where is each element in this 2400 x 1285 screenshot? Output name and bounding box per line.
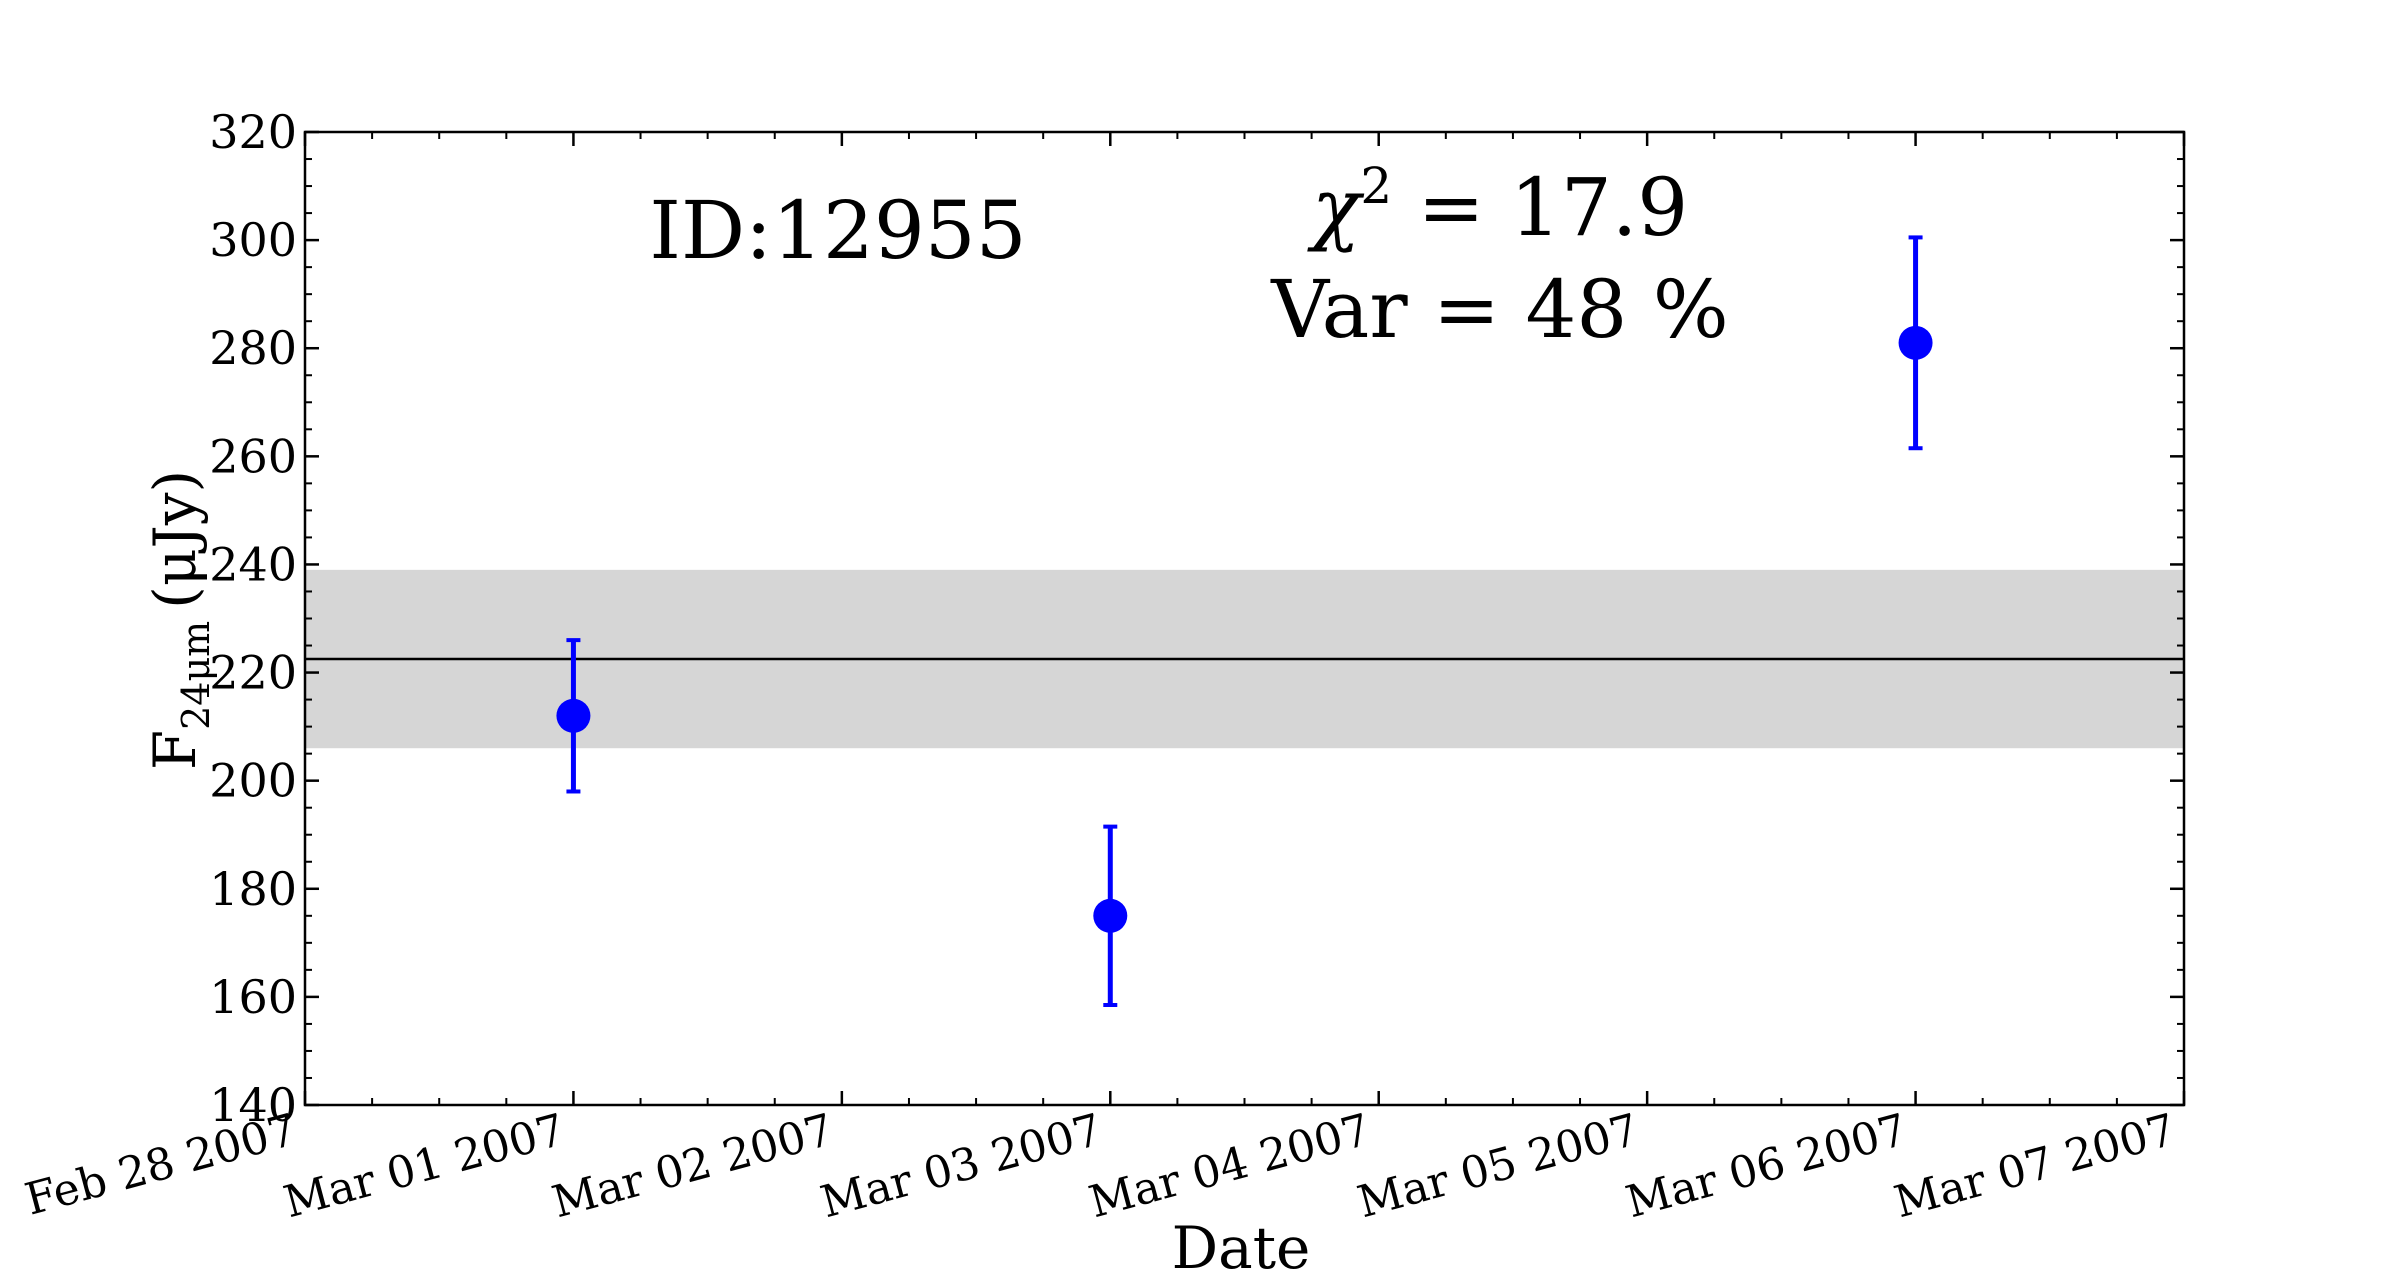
y-tick-label: 320 (209, 105, 297, 159)
data-point (556, 698, 591, 733)
x-axis-title: Date (1172, 1214, 1311, 1282)
source-id-label: ID:12955 (649, 184, 1026, 277)
x-tick-label: Mar 05 2007 (1352, 1104, 1644, 1228)
y-tick-label: 300 (209, 213, 297, 267)
variability-label: Var = 48 % (1270, 263, 1729, 356)
y-axis-title-main: F (141, 730, 209, 770)
x-tick-label: Mar 03 2007 (815, 1104, 1107, 1228)
chi-symbol: χ (1307, 161, 1365, 254)
y-tick-labels: 140 160 180 200 220 240 260 280 300 320 (209, 105, 297, 1132)
data-points-layer (556, 235, 1933, 1007)
y-tick-label: 140 (209, 1078, 297, 1132)
y-tick-label: 160 (209, 970, 297, 1024)
x-tick-label: Mar 04 2007 (1084, 1104, 1376, 1228)
chi-square-label: χ2 = 17.9 (1307, 157, 1688, 254)
chi-superscript: 2 (1360, 157, 1392, 215)
x-tick-label: Mar 02 2007 (547, 1104, 839, 1228)
ticks-layer (303, 130, 2186, 1107)
y-tick-label: 220 (209, 646, 297, 700)
data-point (1093, 898, 1128, 933)
y-tick-label: 280 (209, 321, 297, 375)
y-axis-title: F24μm (μJy) (141, 470, 218, 770)
y-axis-title-subscript: 24μm (174, 621, 218, 730)
y-tick-label: 240 (209, 537, 297, 591)
x-tick-label: Mar 01 2007 (279, 1104, 571, 1228)
y-axis-title-unit: (μJy) (141, 470, 209, 609)
data-point (1898, 325, 1933, 360)
x-tick-label: Feb 28 2007 (20, 1104, 302, 1225)
y-tick-label: 180 (209, 862, 297, 916)
x-tick-label: Mar 07 2007 (1889, 1104, 2181, 1228)
x-tick-label: Mar 06 2007 (1621, 1104, 1913, 1228)
y-tick-label: 260 (209, 429, 297, 483)
chi-value: = 17.9 (1392, 161, 1688, 254)
y-tick-label: 200 (209, 754, 297, 808)
